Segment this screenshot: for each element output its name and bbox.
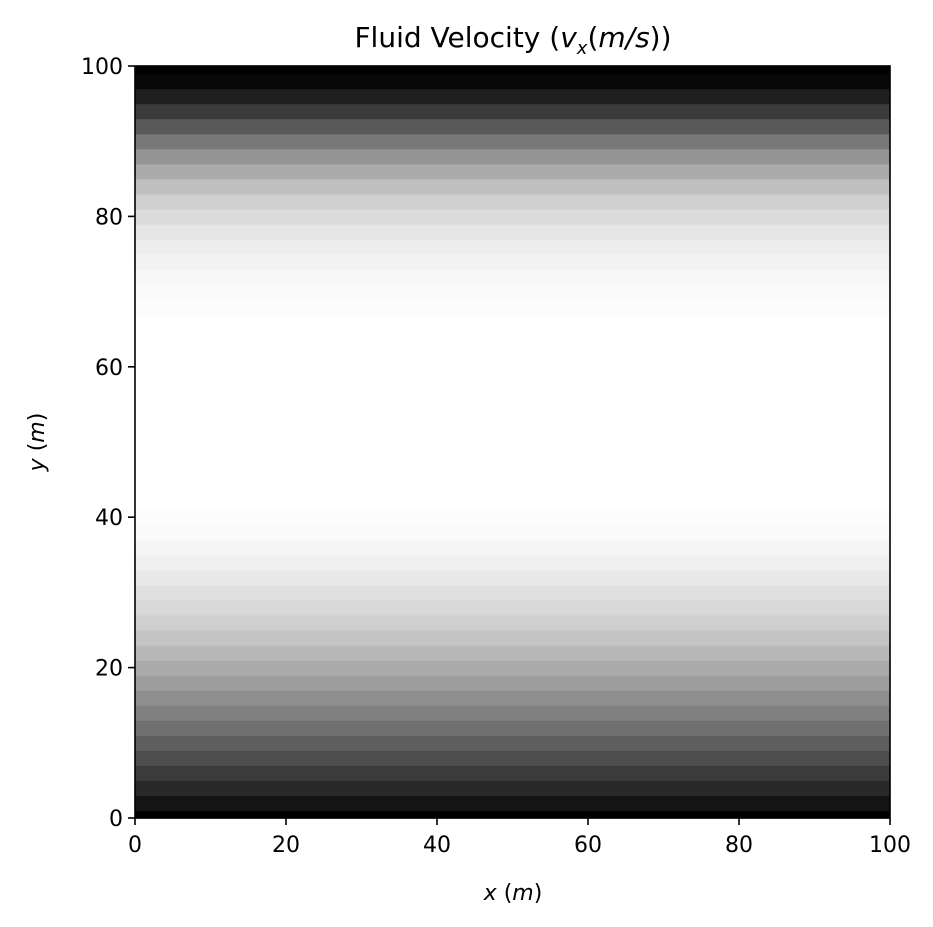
heatmap-band [135, 163, 890, 180]
heatmap-band [135, 269, 890, 285]
heatmap-band [135, 148, 890, 165]
heatmap-band [135, 614, 890, 631]
x-axis-ticks: 0 20 40 60 80 100 [128, 818, 911, 858]
heatmap-band [135, 720, 890, 736]
heatmap-band [135, 178, 890, 195]
heatmap-band [135, 554, 890, 571]
heatmap-band [135, 254, 890, 270]
heatmap-band [135, 404, 890, 421]
heatmap-band [135, 630, 890, 646]
heatmap-band [135, 434, 890, 451]
heatmap-band [135, 329, 890, 345]
heatmap-band [135, 238, 890, 255]
heatmap-band [135, 810, 890, 819]
heatmap-band [135, 569, 890, 586]
heatmap-band [135, 103, 890, 120]
heatmap-band [135, 509, 890, 526]
y-tick-label: 80 [95, 205, 123, 230]
heatmap-band [135, 765, 890, 781]
x-tick-label: 40 [423, 833, 451, 858]
y-tick-label: 40 [95, 506, 123, 531]
y-axis-title: y (m) [25, 413, 50, 473]
heatmap-band [135, 660, 890, 676]
heatmap-band [135, 419, 890, 436]
heatmap-band [135, 208, 890, 225]
heatmap-band [135, 675, 890, 691]
plot-frame [134, 65, 891, 819]
heatmap-band [135, 389, 890, 405]
y-tick-label: 100 [81, 55, 123, 80]
heatmap-band [135, 314, 890, 330]
heatmap-band [135, 118, 890, 135]
heatmap-band [135, 599, 890, 616]
y-tick-label: 0 [109, 807, 123, 832]
heatmap-band [135, 735, 890, 751]
heatmap-band [135, 73, 890, 90]
y-axis-ticks: 0 20 40 60 80 100 [81, 55, 135, 832]
y-tick-label: 20 [95, 657, 123, 682]
x-axis-title: x (m) [483, 881, 543, 906]
x-tick-label: 100 [869, 833, 911, 858]
heatmap-band [135, 645, 890, 661]
chart-title: Fluid Velocity (vx(m/s)) [354, 21, 671, 59]
heatmap-band [135, 705, 890, 721]
heatmap-band [135, 780, 890, 797]
heatmap-band [135, 449, 890, 466]
heatmap-band [135, 193, 890, 210]
x-tick-label: 80 [725, 833, 753, 858]
heatmap-band [135, 464, 890, 481]
heatmap-band [135, 88, 890, 105]
heatmap-band [135, 284, 890, 300]
heatmap-band [135, 299, 890, 315]
heatmap-band [135, 479, 890, 496]
heatmap-band [135, 66, 890, 75]
x-tick-label: 20 [272, 833, 300, 858]
heatmap-band [135, 344, 890, 360]
x-tick-label: 0 [128, 833, 142, 858]
heatmap-band [135, 223, 890, 240]
heatmap-band [135, 584, 890, 601]
heatmap-band [135, 690, 890, 706]
heatmap-band [135, 750, 890, 766]
heatmap-band [135, 359, 890, 375]
x-tick-label: 60 [574, 833, 602, 858]
heatmap-band [135, 494, 890, 511]
y-tick-label: 60 [95, 356, 123, 381]
heatmap-band [135, 374, 890, 390]
plot-area [135, 66, 890, 819]
heatmap-band [135, 795, 890, 812]
heatmap-band [135, 524, 890, 541]
heatmap-band [135, 133, 890, 150]
heatmap-band [135, 539, 890, 556]
